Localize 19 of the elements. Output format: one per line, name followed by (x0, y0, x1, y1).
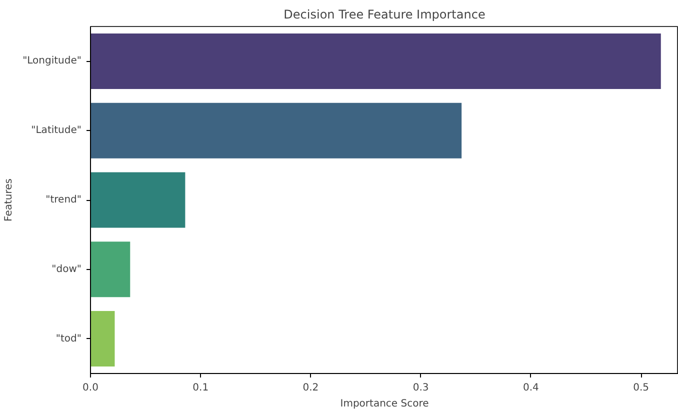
bar (90, 172, 186, 228)
x-tick-label: 0.2 (302, 382, 319, 394)
bar (90, 311, 115, 367)
bar (90, 33, 661, 89)
y-tick-label: "dow" (52, 264, 82, 275)
y-tick-label: "Latitude" (31, 125, 82, 136)
x-tick-label: 0.4 (523, 382, 539, 394)
bar (90, 102, 462, 158)
y-tick-label: "trend" (46, 194, 82, 206)
x-axis-title: Importance Score (340, 398, 429, 410)
chart-title: Decision Tree Feature Importance (284, 8, 486, 22)
x-tick-label: 0.5 (633, 382, 650, 394)
y-tick-label: "Longitude" (22, 56, 82, 67)
y-tick-label: "tod" (56, 333, 82, 344)
x-tick-label: 0.1 (192, 382, 209, 394)
bar (90, 242, 130, 298)
x-tick-label: 0.0 (82, 382, 98, 394)
y-axis-title: Features (4, 178, 15, 222)
x-tick-label: 0.3 (412, 382, 429, 394)
